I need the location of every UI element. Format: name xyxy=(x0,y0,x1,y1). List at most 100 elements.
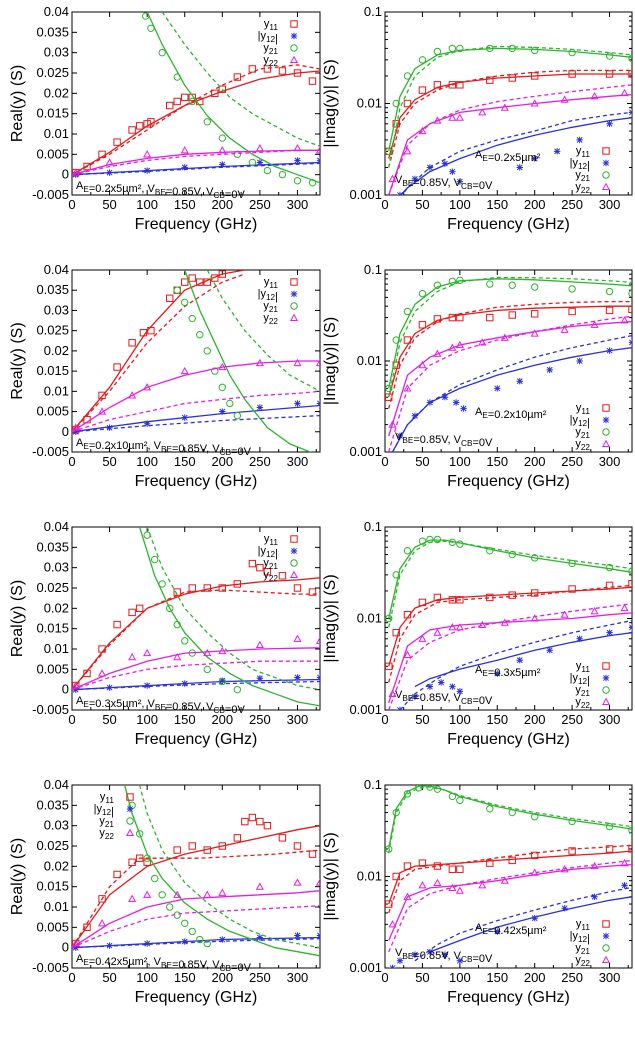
data-point-y21 xyxy=(204,348,210,354)
x-tick-label: 100 xyxy=(449,197,471,212)
data-point-y12 xyxy=(389,965,395,971)
data-point-y22 xyxy=(129,896,135,902)
model-line-dashed-y22 xyxy=(389,316,632,452)
data-point-y12 xyxy=(621,882,627,888)
data-point-y21 xyxy=(487,548,493,554)
data-point-y12 xyxy=(591,894,597,900)
x-tick-label: 100 xyxy=(136,197,158,212)
data-point-y12 xyxy=(629,339,635,345)
data-point-y12 xyxy=(219,936,225,942)
x-tick-label: 0 xyxy=(381,970,388,985)
x-tick-label: 50 xyxy=(415,970,429,985)
series-y12 xyxy=(72,400,323,435)
y-tick-label: 0.03 xyxy=(44,818,69,833)
y-tick-label: 0.01 xyxy=(44,899,69,914)
y-tick-label: 0 xyxy=(62,682,69,697)
plot-frame xyxy=(385,12,632,195)
legend-marker-y12 xyxy=(127,806,133,812)
x-tick-label: 50 xyxy=(102,197,116,212)
x-tick-label: 300 xyxy=(287,454,309,469)
y-tick-label: 0.03 xyxy=(44,302,69,317)
legend-label-y11: y11 xyxy=(264,533,278,547)
y-tick-label: 0.035 xyxy=(36,282,69,297)
data-point-y21 xyxy=(151,875,157,881)
y-tick-label: 0.015 xyxy=(36,879,69,894)
y-tick-label: 0.035 xyxy=(36,24,69,39)
data-point-y22 xyxy=(257,883,263,889)
y-tick-label: 0.005 xyxy=(36,661,69,676)
legend-marker-y12 xyxy=(291,291,297,297)
data-point-y21 xyxy=(449,45,455,51)
y-tick-label: 0.1 xyxy=(364,262,382,277)
data-point-y12 xyxy=(257,934,263,940)
data-point-y11 xyxy=(309,851,315,857)
x-tick-label: 250 xyxy=(249,197,271,212)
bias-annotation: VBE=0.85V, VCB=0V xyxy=(395,947,493,965)
data-point-y12 xyxy=(449,683,455,689)
data-point-y21 xyxy=(531,284,537,290)
y-tick-label: 0.02 xyxy=(44,85,69,100)
data-point-y11 xyxy=(279,68,285,74)
data-point-y11 xyxy=(234,835,240,841)
y-tick-label: -0.005 xyxy=(32,187,69,202)
data-point-y11 xyxy=(174,98,180,104)
y-axis-label: |Imag(y)| (S) xyxy=(322,832,339,920)
y-axis-label: |Imag(y)| (S) xyxy=(322,59,339,147)
data-point-y21 xyxy=(569,49,575,55)
y-tick-label: 0.01 xyxy=(357,353,382,368)
legend-label-y11: y11 xyxy=(100,791,114,805)
x-tick-label: 300 xyxy=(599,454,621,469)
data-point-y22 xyxy=(419,882,425,888)
data-point-y11 xyxy=(182,94,188,100)
y-tick-label: 0.01 xyxy=(357,96,382,111)
x-tick-label: 250 xyxy=(561,712,583,727)
data-point-y11 xyxy=(569,308,575,314)
data-point-y12 xyxy=(182,680,188,686)
data-point-y11 xyxy=(166,102,172,108)
y-tick-label: 0.005 xyxy=(36,404,69,419)
model-line-dashed-y21 xyxy=(389,787,632,853)
y-tick-label: -0.005 xyxy=(32,444,69,459)
y-tick-label: 0.001 xyxy=(349,444,382,459)
x-tick-label: 0 xyxy=(68,454,75,469)
legend-marker-y22 xyxy=(291,315,297,321)
data-point-y11 xyxy=(189,843,195,849)
legend-marker-y21 xyxy=(291,560,297,566)
data-point-y22 xyxy=(294,636,300,642)
legend-label-y22: y22 xyxy=(263,312,278,326)
y-tick-label: 0.01 xyxy=(44,641,69,656)
data-point-y22 xyxy=(434,880,440,886)
x-tick-label: 300 xyxy=(287,712,309,727)
legend-marker-y12 xyxy=(603,933,609,939)
y-tick-label: 0.1 xyxy=(364,4,382,19)
x-tick-label: 250 xyxy=(561,970,583,985)
data-point-y11 xyxy=(114,621,120,627)
data-point-y12 xyxy=(629,109,635,115)
bias-annotation: VBE=0.85V, VCB=0V xyxy=(395,174,493,192)
data-point-y21 xyxy=(197,332,203,338)
data-point-y21 xyxy=(279,171,285,177)
data-point-y11 xyxy=(249,560,255,566)
legend-label-y11: y11 xyxy=(264,276,278,290)
data-point-y21 xyxy=(182,299,188,305)
y-tick-label: 0.03 xyxy=(44,560,69,575)
y-tick-label: 0.04 xyxy=(44,4,69,19)
y-axis-label: Real(y) (S) xyxy=(9,838,26,915)
y-tick-label: 0.035 xyxy=(36,539,69,554)
x-tick-label: 50 xyxy=(415,712,429,727)
x-tick-label: 50 xyxy=(415,197,429,212)
data-point-y21 xyxy=(509,282,515,288)
data-point-y21 xyxy=(144,532,150,538)
legend-marker-y12 xyxy=(603,417,609,423)
data-point-y21 xyxy=(159,49,165,55)
model-line-solid-y22 xyxy=(72,361,320,432)
data-point-y12 xyxy=(531,915,537,921)
series-y21 xyxy=(386,784,635,853)
y-tick-label: 0.005 xyxy=(36,146,69,161)
data-point-y12 xyxy=(294,157,300,163)
legend-label-y22: y22 xyxy=(575,438,590,452)
data-point-y22 xyxy=(257,145,263,151)
data-point-y11 xyxy=(264,822,270,828)
x-axis-label: Frequency (GHz) xyxy=(135,731,258,748)
